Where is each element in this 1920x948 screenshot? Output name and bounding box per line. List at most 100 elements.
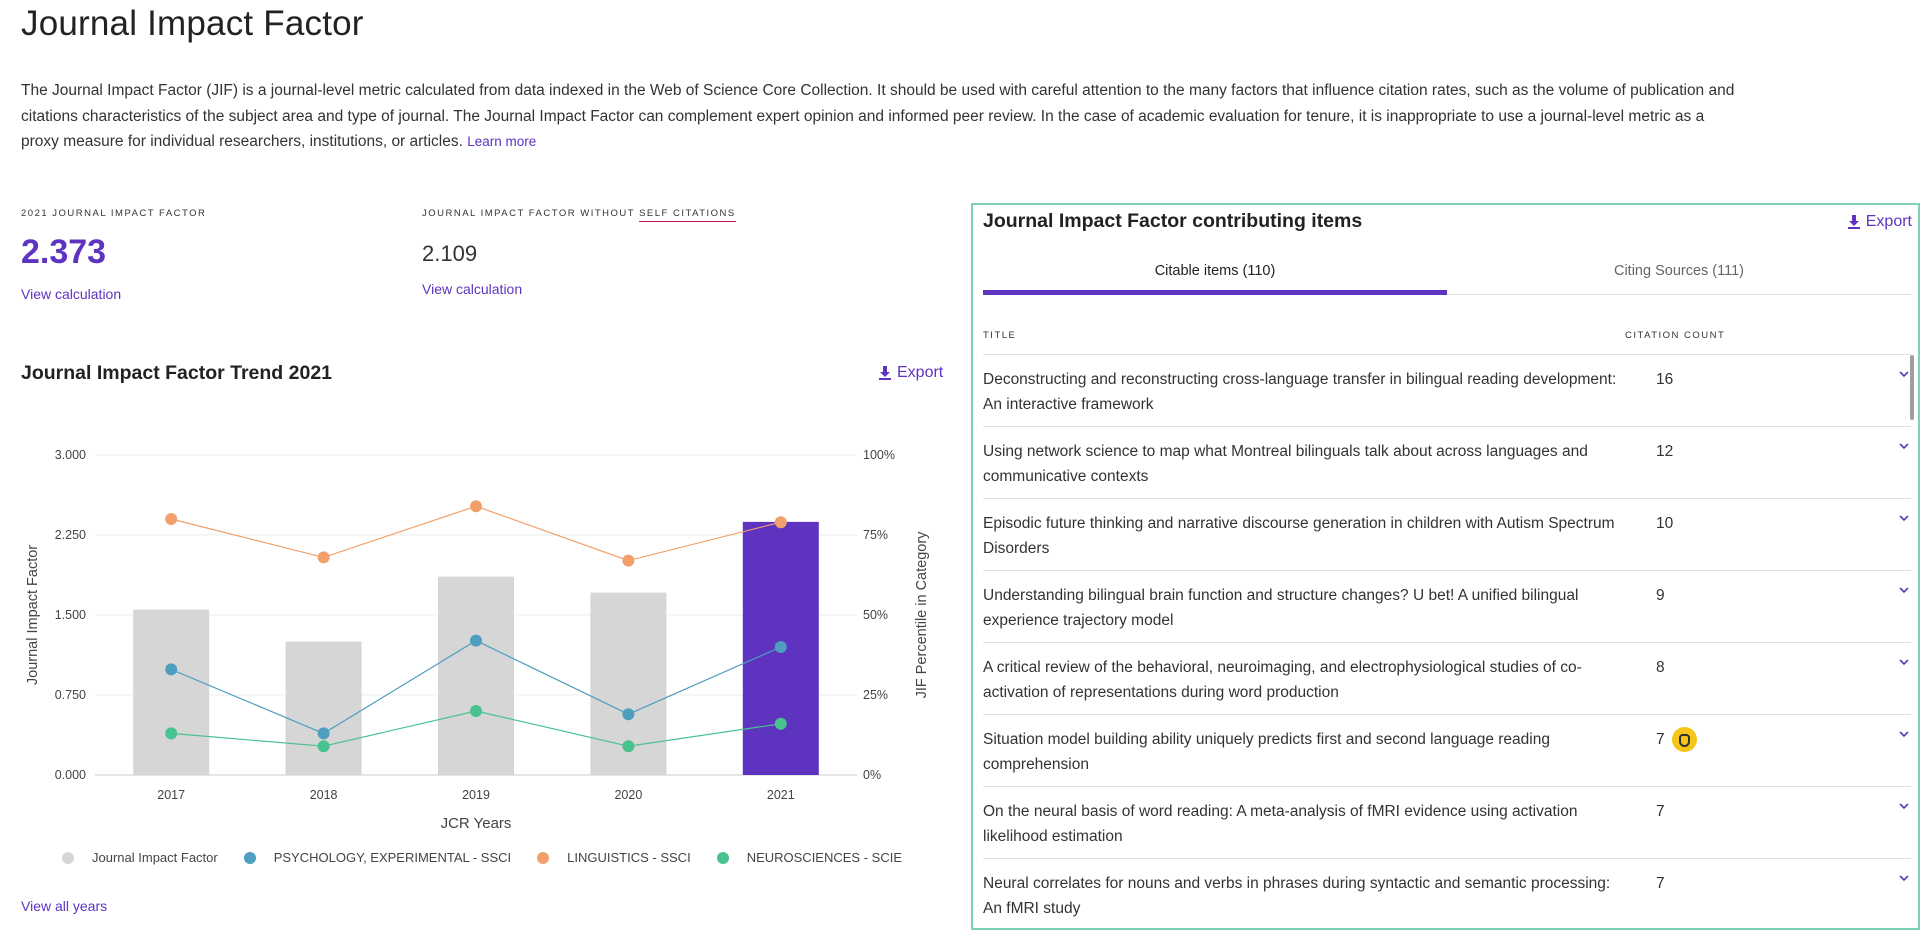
intro-body: The Journal Impact Factor (JIF) is a jou… bbox=[21, 82, 1735, 150]
series-point bbox=[165, 663, 178, 676]
series-point bbox=[165, 727, 178, 740]
self-citations-term[interactable]: Self Citations bbox=[639, 208, 736, 222]
bar bbox=[133, 609, 210, 775]
series-point bbox=[470, 634, 482, 647]
legend-label: PSYCHOLOGY, EXPERIMENTAL - SSCI bbox=[273, 850, 512, 865]
item-title[interactable]: A critical review of the behavioral, neu… bbox=[983, 659, 1582, 701]
tab-citable-items[interactable]: Citable items (110) bbox=[983, 257, 1447, 295]
panel-title: Journal Impact Factor contributing items bbox=[983, 210, 1363, 232]
item-title[interactable]: Neural correlates for nouns and verbs in… bbox=[983, 875, 1611, 917]
chevron-down-icon[interactable] bbox=[1898, 657, 1910, 667]
item-title[interactable]: Episodic future thinking and narrative d… bbox=[983, 515, 1615, 557]
chevron-down-icon[interactable] bbox=[1898, 369, 1910, 379]
item-title[interactable]: On the neural basis of word reading: A m… bbox=[983, 803, 1578, 845]
table-row[interactable]: Situation model building ability uniquel… bbox=[983, 714, 1911, 786]
panel-tabs: Citable items (110) Citing Sources (111) bbox=[983, 257, 1911, 295]
legend-swatch bbox=[62, 851, 74, 864]
column-header-title[interactable]: Title bbox=[983, 330, 1017, 341]
scrollbar[interactable] bbox=[1910, 355, 1914, 420]
y-right-tick-label: 100% bbox=[863, 448, 895, 462]
legend-label: NEUROSCIENCES - SCIE bbox=[746, 850, 902, 865]
series-point bbox=[622, 554, 635, 567]
item-citation-count: 7 bbox=[1656, 803, 1665, 820]
table-row[interactable]: Deconstructing and reconstructing cross-… bbox=[983, 354, 1911, 426]
series-point bbox=[470, 705, 482, 717]
x-tick-label: 2021 bbox=[767, 788, 795, 802]
y-right-tick-label: 0% bbox=[863, 768, 881, 782]
series-line bbox=[171, 505, 781, 562]
chevron-down-icon[interactable] bbox=[1898, 801, 1910, 811]
series-point bbox=[470, 500, 482, 513]
legend-swatch bbox=[537, 851, 550, 864]
item-title[interactable]: Deconstructing and reconstructing cross-… bbox=[983, 371, 1617, 413]
panel-export-button[interactable]: Export bbox=[1847, 213, 1912, 231]
tab-citing-sources[interactable]: Citing Sources (111) bbox=[1613, 263, 1745, 279]
download-icon bbox=[1847, 215, 1860, 229]
series-point bbox=[317, 551, 330, 564]
x-tick-label: 2018 bbox=[310, 788, 338, 802]
y-tick-label: 2.250 bbox=[55, 528, 86, 542]
series-point bbox=[774, 717, 787, 730]
table-row[interactable]: Understanding bilingual brain function a… bbox=[983, 570, 1911, 642]
contributing-items-panel: Journal Impact Factor contributing items… bbox=[971, 203, 1920, 930]
item-citation-count: 10 bbox=[1656, 515, 1674, 532]
jif-value: 2.373 bbox=[21, 233, 107, 271]
y-axis-title: Journal Impact Factor bbox=[25, 545, 41, 685]
series-point bbox=[774, 641, 787, 653]
item-citation-count: 7 bbox=[1656, 875, 1665, 892]
items-list: Deconstructing and reconstructing cross-… bbox=[983, 354, 1911, 928]
y-tick-label: 1.500 bbox=[55, 608, 86, 622]
item-citation-count: 9 bbox=[1656, 587, 1665, 604]
series-point bbox=[622, 708, 635, 721]
series-point bbox=[317, 727, 330, 740]
series-point bbox=[317, 740, 330, 753]
item-title[interactable]: Using network science to map what Montre… bbox=[983, 443, 1588, 485]
jif-no-self-label: Journal Impact Factor without Self Citat… bbox=[422, 208, 736, 222]
y-tick-label: 3.000 bbox=[55, 448, 86, 462]
column-header-citation-count[interactable]: Citation count bbox=[1625, 330, 1726, 341]
jif-trend-chart: 0.000 0.750 1.500 2.250 3.000 0% 25% 50% 75% 100%… bbox=[25, 448, 930, 832]
jif-no-self-metric: Journal Impact Factor without Self Citat… bbox=[422, 208, 736, 297]
jif-metric: 2021 Journal Impact Factor 2.373 View ca… bbox=[21, 208, 206, 302]
item-citation-count: 16 bbox=[1656, 371, 1674, 388]
chevron-down-icon[interactable] bbox=[1898, 729, 1910, 739]
jif-no-self-view-calculation-link[interactable]: View calculation bbox=[422, 281, 523, 297]
item-citation-count: 12 bbox=[1656, 443, 1674, 460]
table-row[interactable]: On the neural basis of word reading: A m… bbox=[983, 786, 1911, 858]
item-title[interactable]: Situation model building ability uniquel… bbox=[983, 731, 1550, 773]
jif-view-calculation-link[interactable]: View calculation bbox=[21, 286, 122, 302]
trend-export-button[interactable]: Export bbox=[879, 364, 943, 382]
y-right-axis-title: JIF Percentile in Category bbox=[914, 531, 930, 699]
panel-export-label: Export bbox=[1865, 213, 1912, 230]
legend-item[interactable]: PSYCHOLOGY, EXPERIMENTAL - SSCI bbox=[243, 850, 512, 865]
series-point bbox=[165, 513, 178, 525]
open-access-icon bbox=[1672, 727, 1697, 752]
table-row[interactable]: Neural correlates for nouns and verbs in… bbox=[983, 858, 1911, 928]
chevron-down-icon[interactable] bbox=[1898, 441, 1910, 451]
jif-no-self-label-prefix: Journal Impact Factor without bbox=[422, 208, 635, 219]
chevron-down-icon[interactable] bbox=[1898, 585, 1910, 595]
table-row[interactable]: Using network science to map what Montre… bbox=[983, 426, 1911, 498]
view-all-years-link[interactable]: View all years bbox=[21, 898, 108, 914]
item-citation-count: 8 bbox=[1656, 659, 1665, 676]
item-citation-count: 7 bbox=[1656, 731, 1665, 748]
item-title[interactable]: Understanding bilingual brain function a… bbox=[983, 587, 1579, 629]
bar bbox=[438, 576, 514, 775]
y-right-tick-label: 75% bbox=[863, 528, 888, 542]
jif-label: 2021 Journal Impact Factor bbox=[21, 208, 207, 219]
x-tick-label: 2017 bbox=[157, 788, 185, 802]
intro-text: The Journal Impact Factor (JIF) is a jou… bbox=[21, 78, 1741, 155]
legend-item[interactable]: LINGUISTICS - SSCI bbox=[537, 850, 691, 865]
legend-item[interactable]: Journal Impact Factor bbox=[62, 850, 218, 865]
learn-more-link[interactable]: Learn more bbox=[467, 134, 537, 149]
table-row[interactable]: A critical review of the behavioral, neu… bbox=[983, 642, 1911, 714]
y-tick-label: 0.750 bbox=[55, 688, 86, 702]
table-row[interactable]: Episodic future thinking and narrative d… bbox=[983, 498, 1911, 570]
y-tick-label: 0.000 bbox=[55, 768, 86, 782]
chevron-down-icon[interactable] bbox=[1898, 873, 1910, 883]
jif-no-self-value: 2.109 bbox=[422, 241, 478, 266]
bar bbox=[285, 641, 362, 775]
page-title: Journal Impact Factor bbox=[21, 4, 364, 43]
chevron-down-icon[interactable] bbox=[1898, 513, 1910, 523]
legend-item[interactable]: NEUROSCIENCES - SCIE bbox=[716, 850, 902, 865]
